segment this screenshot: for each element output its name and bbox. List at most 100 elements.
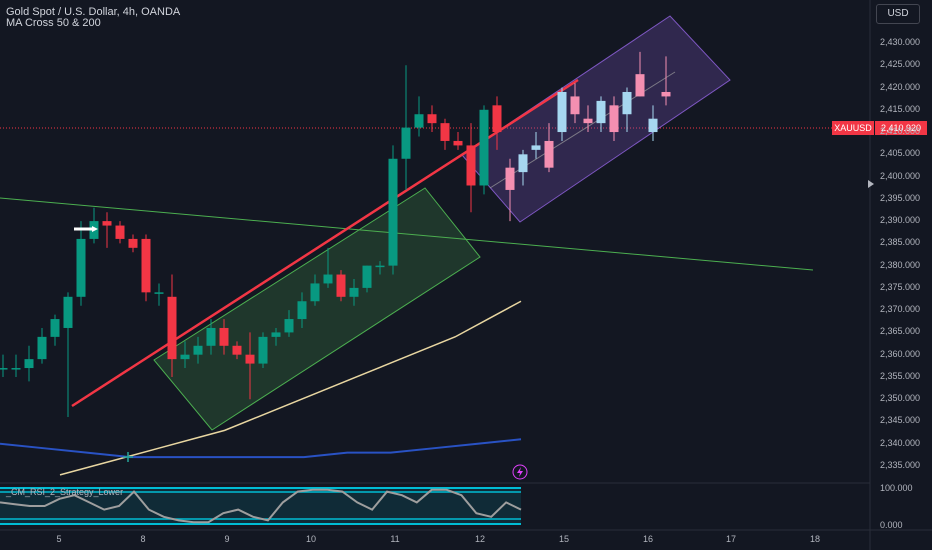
y-tick: 2,360.000 xyxy=(880,348,921,359)
y-tick: 2,410.000 xyxy=(880,126,921,137)
x-tick: 10 xyxy=(305,534,317,544)
y-tick: 2,370.000 xyxy=(880,304,921,315)
candle[interactable] xyxy=(115,225,125,239)
candle[interactable] xyxy=(609,105,619,133)
purple-channel xyxy=(461,15,731,223)
x-tick: 18 xyxy=(809,534,821,544)
rsi-tick-0: 0.000 xyxy=(880,520,903,530)
y-tick: 2,375.000 xyxy=(880,281,921,292)
candle[interactable] xyxy=(427,114,437,124)
candle[interactable] xyxy=(518,154,528,173)
candle[interactable] xyxy=(336,274,346,297)
candle[interactable] xyxy=(349,287,359,297)
y-tick: 2,425.000 xyxy=(880,59,921,70)
y-tick: 2,395.000 xyxy=(880,192,921,203)
candle[interactable] xyxy=(310,283,320,302)
y-tick: 2,345.000 xyxy=(880,415,921,426)
y-tick: 2,420.000 xyxy=(880,81,921,92)
candle[interactable] xyxy=(128,238,138,248)
candle[interactable] xyxy=(440,123,450,141)
candles-group xyxy=(0,51,671,418)
candle[interactable] xyxy=(596,100,606,124)
candle[interactable] xyxy=(622,91,632,115)
y-tick: 2,365.000 xyxy=(880,326,921,337)
chart-title: Gold Spot / U.S. Dollar, 4h, OANDA xyxy=(6,6,181,18)
y-tick: 2,380.000 xyxy=(880,259,921,270)
candle[interactable] xyxy=(37,336,47,360)
candle[interactable] xyxy=(648,118,658,133)
currency-button[interactable]: USD xyxy=(876,4,920,24)
candle[interactable] xyxy=(76,238,86,297)
y-tick: 2,340.000 xyxy=(880,437,921,448)
candle[interactable] xyxy=(154,292,164,294)
candle[interactable] xyxy=(362,265,372,288)
ma200-line xyxy=(0,438,522,459)
candle[interactable] xyxy=(0,368,8,370)
candle[interactable] xyxy=(492,105,502,133)
red-trendline xyxy=(71,78,579,408)
candle[interactable] xyxy=(63,296,73,328)
candle[interactable] xyxy=(167,296,177,360)
candle[interactable] xyxy=(141,238,151,293)
rsi-tick-100: 100.000 xyxy=(880,483,913,493)
candle[interactable] xyxy=(258,336,268,364)
x-tick: 11 xyxy=(390,534,400,544)
y-tick: 2,390.000 xyxy=(880,215,921,226)
y-tick: 2,415.000 xyxy=(880,103,921,114)
candle[interactable] xyxy=(375,265,385,268)
candle[interactable] xyxy=(388,158,398,266)
candle[interactable] xyxy=(544,140,554,168)
candle[interactable] xyxy=(24,359,34,369)
candle[interactable] xyxy=(323,274,333,284)
y-tick: 2,385.000 xyxy=(880,237,921,248)
candle[interactable] xyxy=(453,140,463,146)
candle[interactable] xyxy=(50,319,60,337)
x-tick: 12 xyxy=(474,534,486,544)
green-channel xyxy=(153,187,481,431)
ma50-line xyxy=(59,300,522,476)
rsi-label[interactable]: _CM_RSI_2_Strategy_Lower xyxy=(6,487,124,497)
candle[interactable] xyxy=(206,327,216,346)
rsi-line xyxy=(0,488,522,524)
x-tick: 17 xyxy=(725,534,737,544)
candle[interactable] xyxy=(284,319,294,333)
candle[interactable] xyxy=(531,145,541,150)
x-tick: 9 xyxy=(224,534,230,544)
candle[interactable] xyxy=(232,345,242,355)
long-trendline xyxy=(0,197,814,271)
scroll-arrow-icon[interactable] xyxy=(868,180,874,188)
x-tick: 15 xyxy=(558,534,570,544)
x-tick: 8 xyxy=(140,534,146,544)
marker-flag-icon xyxy=(74,226,98,232)
candle[interactable] xyxy=(245,354,255,364)
x-tick: 16 xyxy=(642,534,654,544)
y-tick: 2,350.000 xyxy=(880,393,921,404)
candle[interactable] xyxy=(193,345,203,355)
candle[interactable] xyxy=(271,332,281,337)
y-tick: 2,335.000 xyxy=(880,460,921,470)
symbol-tag: XAUUSD xyxy=(832,121,874,135)
candle[interactable] xyxy=(661,91,671,97)
candle[interactable] xyxy=(635,74,645,97)
candle[interactable] xyxy=(505,167,515,190)
candle[interactable] xyxy=(466,145,476,186)
candle[interactable] xyxy=(219,327,229,346)
candle[interactable] xyxy=(401,127,411,159)
y-tick: 2,355.000 xyxy=(880,370,921,381)
y-tick: 2,430.000 xyxy=(880,37,921,47)
candle[interactable] xyxy=(102,221,112,226)
candle[interactable] xyxy=(414,114,424,128)
candle[interactable] xyxy=(583,118,593,124)
candle[interactable] xyxy=(570,96,580,115)
indicator-label[interactable]: MA Cross 50 & 200 xyxy=(6,17,101,29)
candle[interactable] xyxy=(557,91,567,133)
candle[interactable] xyxy=(180,354,190,360)
candle[interactable] xyxy=(479,109,489,186)
y-tick: 2,400.000 xyxy=(880,170,921,181)
lightning-icon xyxy=(512,464,528,480)
candle[interactable] xyxy=(297,301,307,320)
candle[interactable] xyxy=(11,368,21,370)
x-tick: 5 xyxy=(56,534,62,544)
crosshair-icon xyxy=(123,452,133,462)
